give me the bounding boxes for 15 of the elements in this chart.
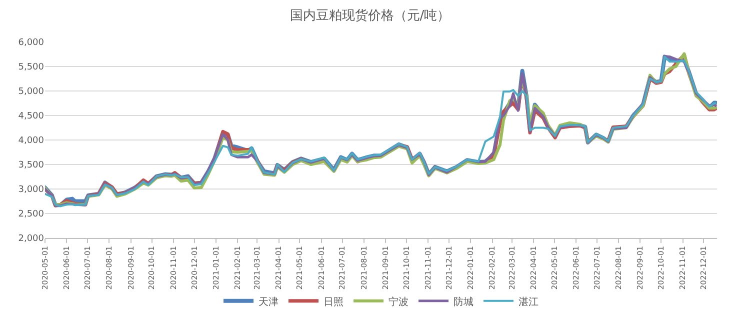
- y-tick-label: 5,500: [18, 62, 44, 73]
- y-tick-label: 2,500: [18, 210, 44, 220]
- y-tick-label: 3,000: [18, 185, 44, 196]
- y-tick-label: 3,500: [18, 160, 44, 171]
- y-tick-label: 5,000: [18, 87, 44, 98]
- y-tick-label: 6,000: [18, 38, 44, 48]
- chart-title: 国内豆粕现货价格（元/吨）: [290, 8, 450, 24]
- y-tick-label: 4,500: [18, 112, 44, 122]
- legend-label: 日照: [324, 296, 344, 308]
- legend-label: 湛江: [518, 296, 538, 308]
- y-tick-label: 4,000: [18, 136, 44, 146]
- legend-label: 宁波: [388, 296, 408, 308]
- y-tick-label: 2,000: [18, 234, 44, 244]
- legend-label: 防城: [454, 296, 474, 308]
- legend-label: 天津: [258, 296, 278, 308]
